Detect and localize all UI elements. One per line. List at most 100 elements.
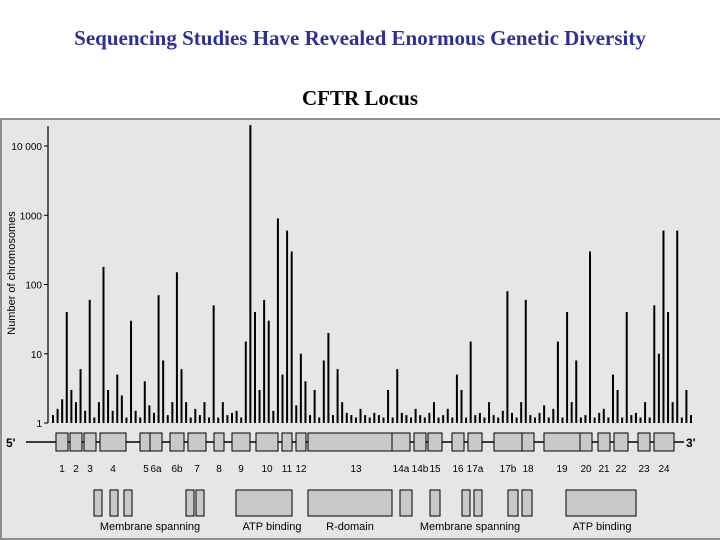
mutation-bar [299,353,302,423]
mutation-bar [79,369,82,423]
mutation-bar [249,125,252,424]
exon-label: 15 [429,464,441,475]
mutation-bar [442,415,445,423]
mutation-bar [120,395,123,423]
mutation-bar [226,415,229,423]
mutation-bar [286,230,289,423]
mutation-bar [364,415,367,423]
mutation-bar [529,415,532,423]
exon-box [451,432,465,452]
mutation-frequency-chart: 1 10 100 1000 10 000 Number of chromosomes 5'… [2,120,720,538]
y-tick-label: 100 [25,281,42,292]
mutation-bar [653,305,656,423]
exon-box [55,432,69,452]
mutation-bar [625,312,628,423]
mutation-bar [676,230,679,423]
mutation-bar [446,408,449,423]
mutation-bar [419,415,422,423]
mutation-bar [217,417,220,423]
exon-label: 2 [73,464,79,475]
mutation-bar [634,412,637,423]
mutation-bar [56,408,59,423]
mutation-bar [88,299,91,423]
domain-box [235,489,293,517]
mutation-bar [648,417,651,423]
mutation-bar [327,332,330,423]
mutation-bar [373,412,376,423]
domain-label: Membrane spanning [100,521,200,533]
mutation-bar [198,415,201,423]
mutation-bar [290,251,293,423]
mutation-bar [501,410,504,423]
exon-label: 6a [150,464,162,475]
exon-box [255,432,279,452]
exon-box [613,432,629,452]
mutation-bar [547,417,550,423]
mutation-bar [506,291,509,423]
exon-box [579,432,593,452]
mutation-bar [166,415,169,423]
mutation-bar [621,417,624,423]
mutation-bar [455,374,458,423]
mutation-bar [93,417,96,423]
y-axis-label: Number of chromosomes [6,211,18,335]
mutation-bar [552,408,555,423]
exon-box [99,432,127,452]
exon-box [69,432,83,452]
domain-box [93,489,103,517]
mutation-bar [396,369,399,423]
mutation-bar [515,417,518,423]
mutation-bar [405,415,408,423]
mutation-bar [111,410,114,423]
mutation-bar [497,417,500,423]
exon-label: 14b [412,464,429,475]
mutation-bar [556,341,559,423]
mutation-bar [235,410,238,423]
mutation-bar [566,312,569,423]
mutation-bar [579,417,582,423]
exon-label: 17a [467,464,484,475]
mutation-bar [488,402,491,423]
mutation-bar [70,389,73,423]
mutation-bar [148,405,151,423]
mutation-bar [368,417,371,423]
mutation-bar [543,405,546,423]
exon-label: 11 [282,464,293,475]
exon-label: 14a [393,464,410,475]
exon-box [653,432,675,452]
mutation-bar [382,417,385,423]
exon-label: 17b [500,464,517,475]
mutation-bar [350,415,353,423]
mutation-bar [208,417,211,423]
mutation-bar [263,299,266,423]
mutation-bar [593,417,596,423]
exon-label: 1 [59,464,65,475]
exon-box [187,432,207,452]
three-prime-label: 3' [686,436,696,450]
exon-box [295,432,307,452]
domain-label: R-domain [326,521,374,533]
cftr-mutation-figure: 1 10 100 1000 10 000 Number of chromosomes 5'… [0,118,720,540]
exon-box [427,432,443,452]
domain-box [507,489,519,517]
slide-title: Sequencing Studies Have Revealed Enormou… [74,26,646,50]
mutation-bar [354,417,357,423]
mutation-bar [281,374,284,423]
mutation-bar [570,402,573,423]
mutation-bar [639,417,642,423]
mutation-bar [589,251,592,423]
domain-box [109,489,119,517]
exon-label: 6b [171,464,183,475]
mutation-bar [538,412,541,423]
exon-label: 9 [238,464,244,475]
mutation-bar [607,417,610,423]
mutation-bar [295,405,298,423]
mutation-bar [180,369,183,423]
mutation-bar [203,402,206,423]
mutation-bar [474,415,477,423]
exon-box [83,432,97,452]
mutation-bar [134,410,137,423]
mutation-bar [611,374,614,423]
mutation-bar [97,402,100,423]
mutation-bar [400,412,403,423]
